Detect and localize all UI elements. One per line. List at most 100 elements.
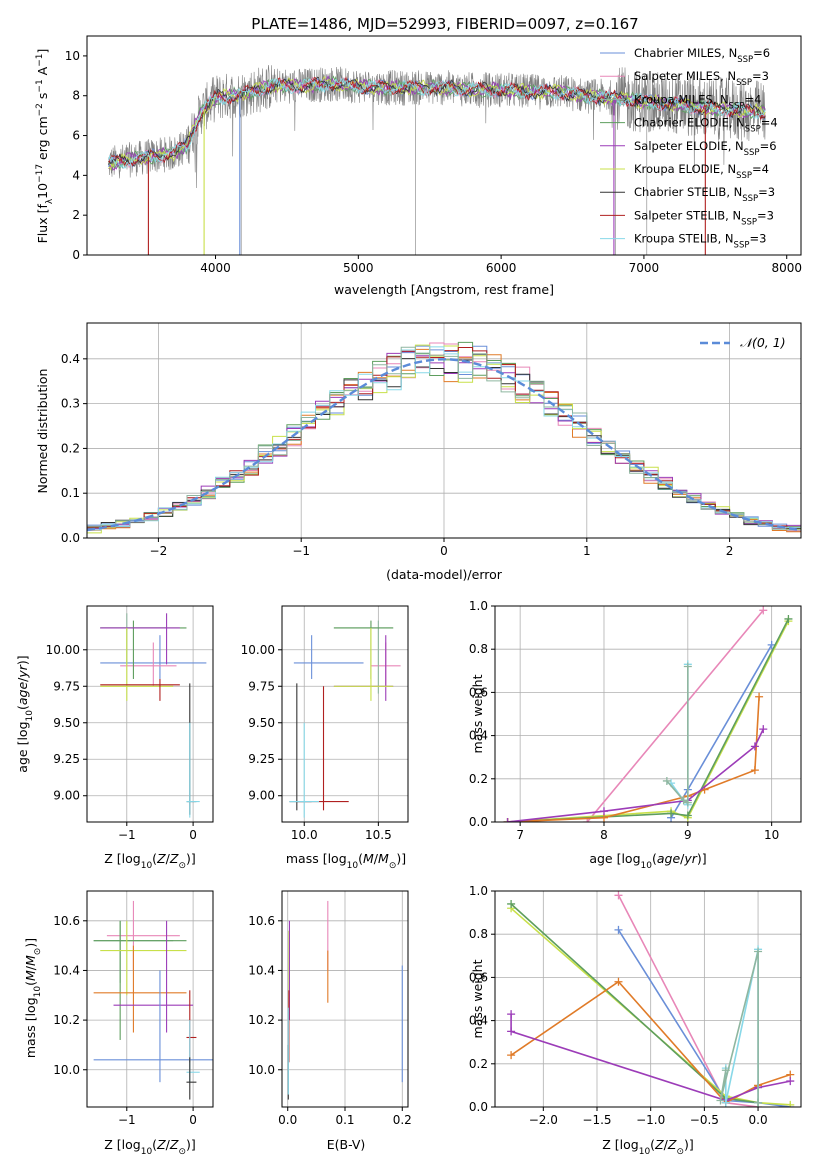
data-point-marker bbox=[614, 891, 623, 900]
label-part: s bbox=[35, 93, 50, 104]
x-tick-label: 10.0 bbox=[291, 828, 318, 842]
label-part: )] bbox=[684, 1137, 694, 1152]
label-part: yr bbox=[15, 664, 30, 678]
label-part: 10 bbox=[25, 710, 35, 722]
x-tick-label: −2.0 bbox=[529, 1113, 558, 1127]
grid bbox=[495, 890, 801, 1108]
axes-frame bbox=[86, 35, 802, 256]
x-tick-label: 7 bbox=[516, 828, 524, 842]
label-part: 10 bbox=[641, 861, 653, 871]
grid bbox=[282, 606, 408, 822]
series-line bbox=[719, 951, 759, 1103]
legend-label: Kroupa ELODIE, NSSP=4 bbox=[634, 162, 769, 181]
y-tick-label: 10.0 bbox=[248, 1063, 275, 1077]
y-tick-label: 6 bbox=[72, 129, 80, 143]
series-line bbox=[586, 609, 764, 822]
series-line bbox=[507, 620, 790, 822]
x-axis-label: Z [log10(Z/Z⊙)] bbox=[602, 1137, 694, 1157]
data-point-marker bbox=[786, 1100, 795, 1107]
y-axis-label: age [log10(age/yr)] bbox=[15, 655, 35, 772]
label-part: / bbox=[23, 965, 38, 970]
x-tick-label: 8000 bbox=[771, 261, 802, 275]
x-tick-label: 0 bbox=[189, 828, 197, 842]
grid bbox=[282, 891, 408, 1107]
label-part: )] bbox=[396, 851, 406, 866]
label-part: age bbox=[15, 682, 30, 706]
data-point-marker bbox=[503, 818, 512, 822]
label-part: Z bbox=[654, 1137, 664, 1152]
label-part: −1 bbox=[35, 79, 45, 92]
label-part: ⊙ bbox=[178, 861, 186, 871]
data-point-marker bbox=[716, 1096, 725, 1105]
label-part: ( bbox=[152, 851, 157, 866]
x-tick-label: 10.5 bbox=[365, 828, 392, 842]
label-part: )] bbox=[15, 655, 30, 665]
legend-label: Kroupa STELIB, NSSP=3 bbox=[634, 232, 766, 251]
x-tick-label: 0.1 bbox=[335, 1113, 354, 1127]
label-part: Z [log bbox=[104, 1137, 140, 1152]
y-tick-label: 4 bbox=[72, 168, 80, 182]
label-part: ( bbox=[358, 851, 363, 866]
series-line bbox=[666, 666, 689, 804]
label-part: age [log bbox=[589, 851, 640, 866]
plot-area bbox=[503, 606, 793, 822]
label-part: −1 bbox=[35, 54, 45, 67]
x-axis-label: mass [log10(M/M⊙)] bbox=[286, 851, 406, 871]
mass-vs-metallicity-panel: −1 010.010.210.410.6Z [log10(Z/Z⊙)]mass [… bbox=[23, 890, 214, 1157]
residual-histogram-panel: −2 −1 0 1 2 0.0 0.1 0.2 0.3 0.4 (data-model)/error… bbox=[35, 322, 802, 582]
x-tick-label: 0.2 bbox=[393, 1113, 412, 1127]
normal-distribution-curve bbox=[87, 358, 801, 532]
data-point-marker bbox=[721, 1098, 730, 1107]
y-tick-label: 0.2 bbox=[61, 441, 80, 455]
grid bbox=[87, 891, 213, 1107]
x-tick-label: 6000 bbox=[486, 261, 517, 275]
legend-label: Chabrier STELIB, NSSP=3 bbox=[634, 185, 775, 204]
y-axis-label: mass weight bbox=[470, 674, 485, 753]
series-line bbox=[617, 929, 791, 1107]
label-part: 10 bbox=[347, 861, 359, 871]
x-tick-label: 9 bbox=[684, 828, 692, 842]
axes-frame bbox=[494, 605, 802, 823]
y-tick-label: 10.0 bbox=[53, 1063, 80, 1077]
label-part: )] bbox=[23, 938, 38, 948]
data-point-marker bbox=[667, 809, 676, 818]
age-vs-mass-panel: 10.0 10.5 9.00 9.25 9.50 9.75 10.00 mass [log10… bbox=[241, 605, 409, 871]
data-point-marker bbox=[750, 766, 759, 775]
data-point-marker bbox=[786, 1077, 795, 1086]
data-point-marker bbox=[614, 977, 623, 986]
legend: 𝒩(0, 1) bbox=[700, 335, 786, 350]
label-part: Flux [f bbox=[35, 204, 50, 244]
label-part: Z [log bbox=[104, 851, 140, 866]
label-part: ⊙ bbox=[33, 948, 43, 956]
data-point-marker bbox=[683, 662, 692, 671]
y-tick-label: 0.0 bbox=[61, 531, 80, 545]
y-tick-label: 10.2 bbox=[53, 1013, 80, 1027]
y-tick-label: 9.75 bbox=[248, 679, 275, 693]
plot-area bbox=[287, 900, 403, 1100]
plot-area bbox=[108, 64, 766, 255]
label-part: M bbox=[363, 851, 374, 866]
label-part: ( bbox=[650, 1137, 655, 1152]
mass-vs-ebv-panel: 0.0 0.1 0.2 10.0 10.2 10.4 10.6 E(B-V) bbox=[248, 890, 412, 1152]
data-point-marker bbox=[507, 1051, 516, 1060]
axes-frame bbox=[281, 605, 409, 823]
label-part: )] bbox=[186, 851, 196, 866]
grid bbox=[495, 605, 801, 823]
x-tick-label: 8 bbox=[600, 828, 608, 842]
axes-frame bbox=[86, 890, 214, 1108]
label-part: yr bbox=[683, 851, 697, 866]
x-axis-label: Z [log10(Z/Z⊙)] bbox=[104, 1137, 196, 1157]
label-part: / bbox=[15, 677, 30, 682]
observed-spectrum-line bbox=[108, 64, 766, 255]
label-part: age [log bbox=[15, 721, 30, 772]
data-point-marker bbox=[759, 725, 768, 734]
label-part: 10 bbox=[35, 183, 50, 199]
plot-area bbox=[289, 620, 401, 818]
y-tick-label: 9.25 bbox=[248, 752, 275, 766]
axes-frame bbox=[494, 890, 802, 1108]
y-tick-label: 0.8 bbox=[469, 642, 488, 656]
grid bbox=[87, 606, 213, 822]
series-line bbox=[507, 696, 760, 822]
y-tick-label: 0.3 bbox=[61, 397, 80, 411]
x-axis-label: E(B-V) bbox=[327, 1137, 366, 1152]
